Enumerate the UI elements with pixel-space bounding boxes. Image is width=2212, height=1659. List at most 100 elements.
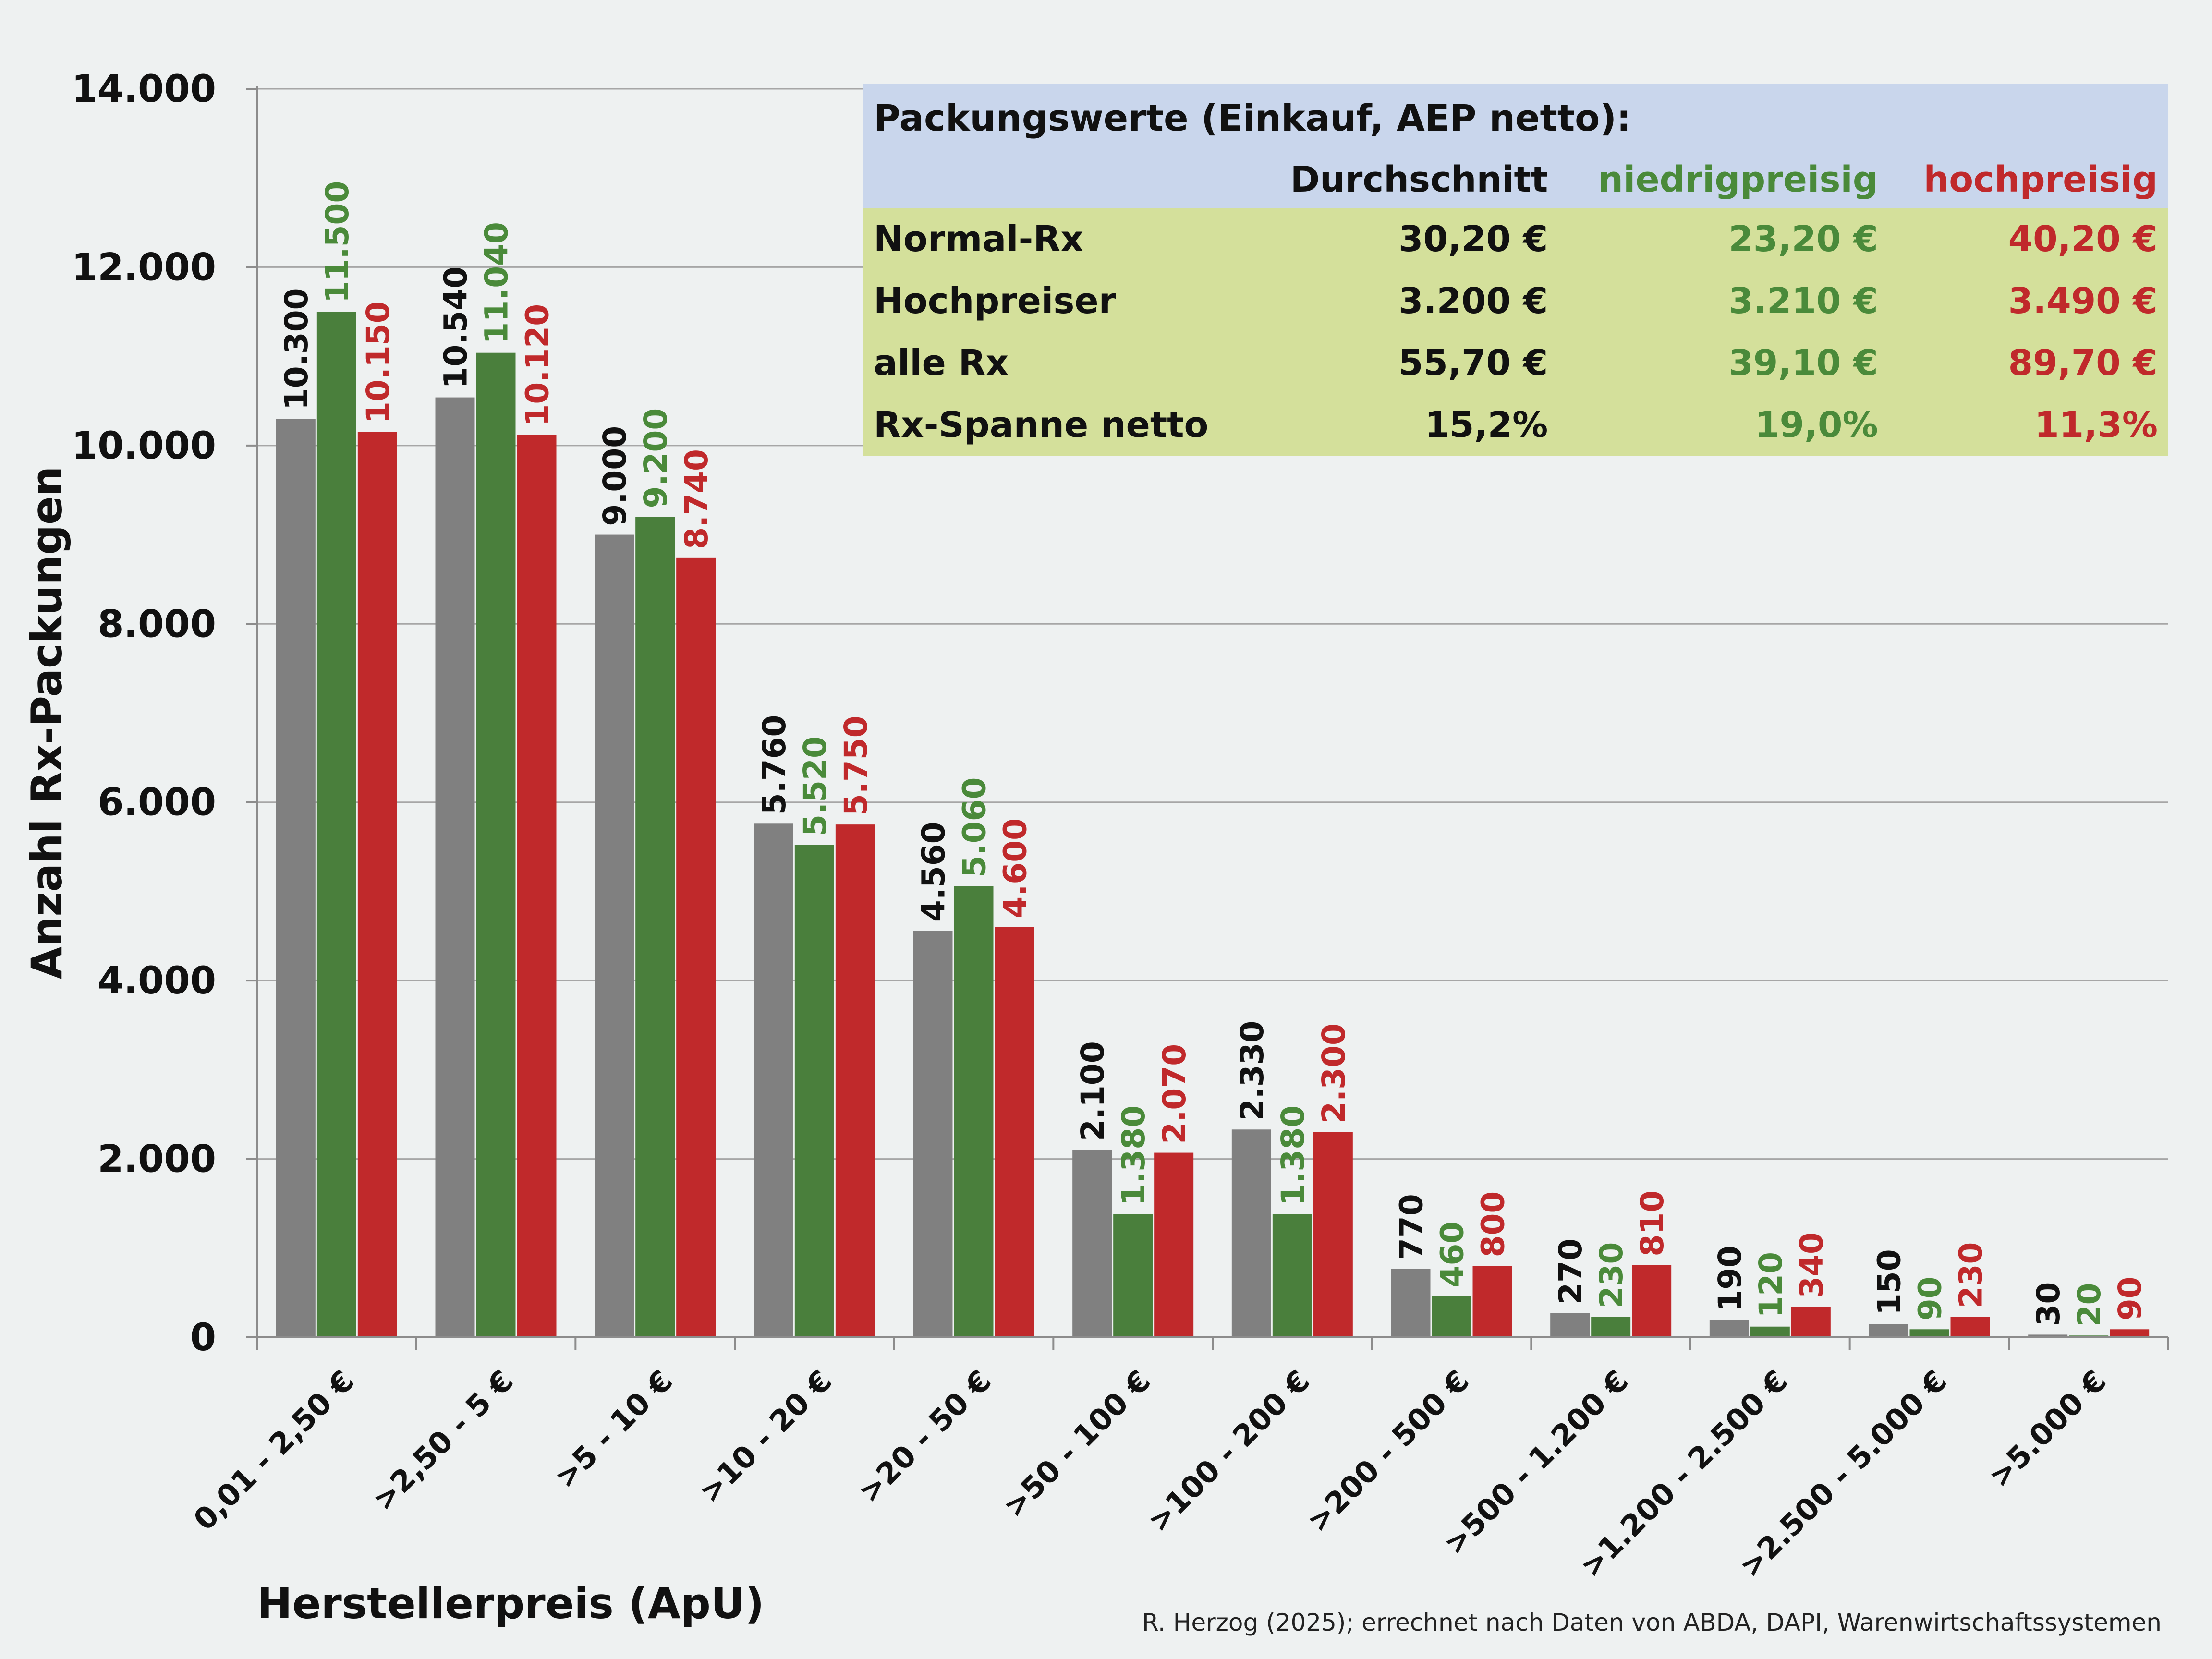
data-label: 800 (1475, 1191, 1512, 1258)
table-cell-average: 3.200 € (1253, 270, 1559, 332)
data-label: 90 (2112, 1276, 2149, 1320)
table-row: Normal-Rx 30,20 € 23,20 € 40,20 € (863, 208, 2168, 270)
table-cell-average: 30,20 € (1253, 208, 1559, 270)
x-tick-label: >10 - 20 € (692, 1363, 839, 1510)
bar (2110, 1329, 2150, 1337)
x-tick-label: 0,01 - 2,50 € (187, 1363, 361, 1537)
data-label: 20 (2071, 1283, 2108, 1327)
data-label: 5.760 (756, 715, 793, 815)
bar (1869, 1324, 1908, 1337)
table-header-row: Durchschnitt niedrigpreisig hochpreisig (863, 151, 2168, 208)
bar (794, 845, 834, 1337)
data-label: 190 (1712, 1246, 1749, 1312)
x-tick-label: >50 - 100 € (996, 1363, 1157, 1524)
bar (517, 435, 557, 1337)
table-row-label: Normal-Rx (863, 208, 1253, 270)
bar (1709, 1320, 1749, 1337)
source-note: R. Herzog (2025); errechnet nach Daten v… (1142, 1609, 2162, 1636)
data-label: 11.040 (478, 222, 515, 344)
data-label: 10.300 (278, 288, 315, 410)
table-row-label: Rx-Spanne netto (863, 394, 1253, 456)
data-label: 270 (1552, 1238, 1589, 1305)
bar (276, 419, 316, 1338)
bar (435, 397, 475, 1337)
data-label: 11.500 (319, 181, 356, 303)
y-tick-label: 0 (190, 1316, 216, 1359)
bar (754, 823, 793, 1337)
data-label: 4.560 (915, 822, 952, 922)
bar (1432, 1296, 1471, 1337)
data-label: 5.520 (797, 736, 834, 836)
x-tick-label: >5 - 10 € (547, 1363, 679, 1495)
bar (316, 312, 356, 1338)
bar (913, 931, 953, 1337)
bar (2028, 1334, 2068, 1337)
table-row-label: alle Rx (863, 332, 1253, 394)
data-label: 5.750 (838, 715, 875, 816)
data-label: 770 (1393, 1194, 1430, 1260)
data-label: 90 (1912, 1276, 1949, 1320)
data-label: 2.100 (1074, 1041, 1111, 1141)
bar (1072, 1150, 1112, 1337)
bar (1231, 1129, 1271, 1337)
bar (635, 517, 675, 1337)
table-cell-low-priced: 23,20 € (1558, 208, 1889, 270)
table-header-high-priced: hochpreisig (1888, 151, 2168, 208)
y-tick-label: 4.000 (97, 959, 216, 1003)
data-label: 230 (1953, 1242, 1990, 1308)
table-cell-average: 15,2% (1253, 394, 1559, 456)
table-header-blank (863, 151, 1253, 208)
y-tick-label: 6.000 (97, 781, 216, 824)
y-axis-title: Anzahl Rx-Packungen (22, 466, 72, 980)
bar (357, 432, 397, 1337)
bar (676, 557, 716, 1337)
table-cell-low-priced: 3.210 € (1558, 270, 1889, 332)
data-label: 2.070 (1156, 1044, 1193, 1144)
data-label: 1.380 (1115, 1105, 1152, 1206)
data-label: 340 (1793, 1232, 1830, 1298)
y-tick-label: 10.000 (72, 424, 216, 468)
data-label: 10.120 (519, 304, 556, 426)
data-label: 150 (1871, 1249, 1908, 1315)
data-label: 230 (1593, 1242, 1630, 1308)
data-label: 10.150 (360, 301, 397, 424)
table-cell-high-priced: 89,70 € (1888, 332, 2168, 394)
bar (1950, 1317, 1990, 1337)
table-cell-high-priced: 11,3% (1888, 394, 2168, 456)
table-cell-average: 55,70 € (1253, 332, 1559, 394)
table-row-label: Hochpreiser (863, 270, 1253, 332)
bar (1750, 1326, 1790, 1337)
bar (1791, 1307, 1831, 1337)
bars (276, 312, 2150, 1338)
table-cell-high-priced: 3.490 € (1888, 270, 2168, 332)
bar (1272, 1214, 1312, 1337)
x-tick-label: >20 - 50 € (851, 1363, 998, 1510)
table-cell-low-priced: 39,10 € (1558, 332, 1889, 394)
data-label: 4.600 (997, 818, 1034, 919)
data-label: 2.330 (1234, 1021, 1271, 1121)
data-label: 9.200 (637, 408, 674, 509)
bar (1154, 1152, 1194, 1337)
bar (476, 352, 516, 1337)
x-tick-label: >5.000 € (1982, 1363, 2113, 1494)
x-tick-label: >2,50 - 5 € (365, 1363, 520, 1518)
x-tick-label: >100 - 200 € (1141, 1363, 1316, 1539)
table-header-average: Durchschnitt (1253, 151, 1559, 208)
table-row: Hochpreiser 3.200 € 3.210 € 3.490 € (863, 270, 2168, 332)
data-label: 5.060 (956, 777, 993, 878)
data-label: 1.380 (1275, 1105, 1312, 1206)
bar (835, 824, 875, 1337)
table-cell-high-priced: 40,20 € (1888, 208, 2168, 270)
table-title-row: Packungswerte (Einkauf, AEP netto): (863, 84, 2168, 151)
data-label: 2.300 (1315, 1023, 1352, 1124)
data-label: 30 (2030, 1282, 2067, 1326)
y-tick-label: 2.000 (97, 1138, 216, 1181)
data-label: 460 (1434, 1222, 1471, 1288)
bar (1909, 1329, 1949, 1337)
package-value-table: Packungswerte (Einkauf, AEP netto): Durc… (863, 84, 2168, 456)
table-title: Packungswerte (Einkauf, AEP netto): (863, 84, 2168, 151)
x-tick-label: >200 - 500 € (1300, 1363, 1476, 1539)
x-axis-title: Herstellerpreis (ApU) (257, 1579, 765, 1628)
